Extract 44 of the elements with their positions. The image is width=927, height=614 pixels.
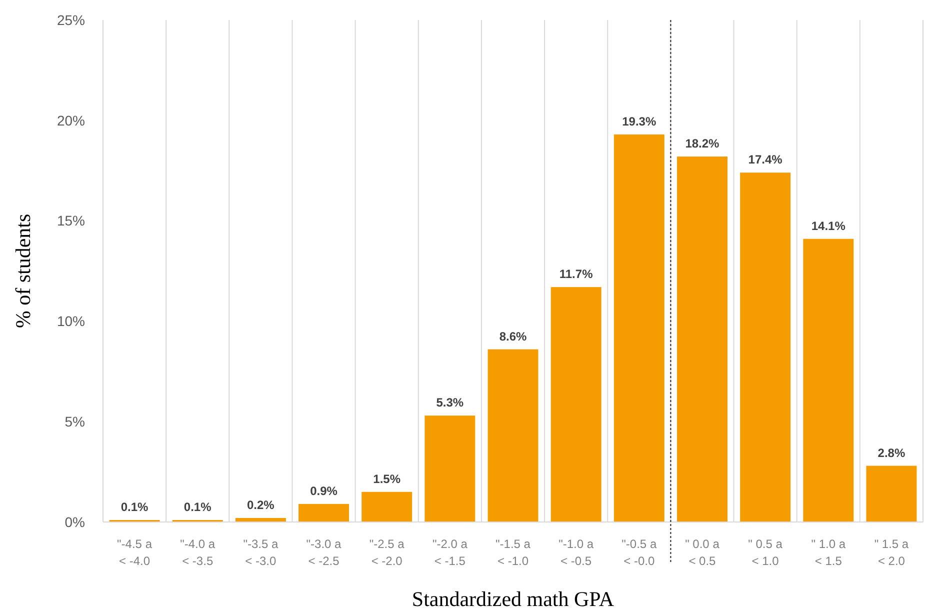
- x-tick-label: "-1.5 a < -1.0: [496, 537, 531, 568]
- x-tick-label: "-3.5 a < -3.0: [243, 537, 278, 568]
- bar: [550, 287, 602, 522]
- data-label: 14.1%: [811, 218, 846, 233]
- bar: [740, 172, 791, 522]
- x-tick-label: "-1.0 a < -0.5: [558, 537, 594, 568]
- data-label: 1.5%: [373, 472, 401, 486]
- data-label: 0.1%: [120, 500, 149, 514]
- bar: [803, 238, 854, 522]
- data-label: 8.6%: [499, 329, 527, 344]
- y-tick-label: 0%: [64, 514, 85, 530]
- x-tick-label: "-0.5 a < -0.0: [622, 537, 657, 568]
- data-label: 19.3%: [622, 114, 656, 128]
- x-tick-label: " 0.5 a < 1.0: [748, 537, 783, 568]
- x-axis-title: Standardized math GPA: [412, 587, 615, 611]
- data-label: 17.4%: [748, 152, 783, 167]
- bar: [298, 504, 349, 522]
- data-label: 18.2%: [685, 136, 720, 151]
- y-tick-label: 15%: [56, 212, 85, 229]
- x-tick-label: " 1.5 a < 2.0: [874, 537, 909, 568]
- bar: [424, 416, 476, 522]
- x-tick-label: "-2.0 a < -1.5: [432, 537, 468, 568]
- y-tick-label: 25%: [56, 12, 85, 28]
- bar: [362, 492, 412, 522]
- data-label: 0.1%: [184, 500, 212, 514]
- data-label: 5.3%: [436, 396, 464, 410]
- x-tick-label: "-2.5 a < -2.0: [369, 537, 405, 568]
- y-tick-label: 10%: [56, 313, 85, 330]
- data-label: 2.8%: [878, 446, 906, 460]
- x-tick-label: "-4.5 a < -4.0: [117, 537, 152, 568]
- data-label: 0.2%: [247, 498, 275, 512]
- y-axis-title: % of students: [11, 214, 35, 328]
- x-tick-label: " 1.0 a < 1.5: [811, 537, 846, 568]
- bar: [677, 156, 728, 522]
- data-label: 11.7%: [559, 267, 594, 282]
- y-tick-label: 5%: [64, 414, 85, 430]
- x-tick-label: "-4.0 a < -3.5: [180, 537, 216, 568]
- bar: [866, 466, 917, 522]
- x-tick-label: "-3.0 a < -2.5: [306, 537, 342, 568]
- data-label: 0.9%: [310, 484, 338, 498]
- y-tick-label: 20%: [56, 112, 85, 128]
- bar: [614, 134, 664, 522]
- bar: [488, 349, 538, 522]
- x-tick-label: " 0.0 a < 0.5: [685, 537, 720, 568]
